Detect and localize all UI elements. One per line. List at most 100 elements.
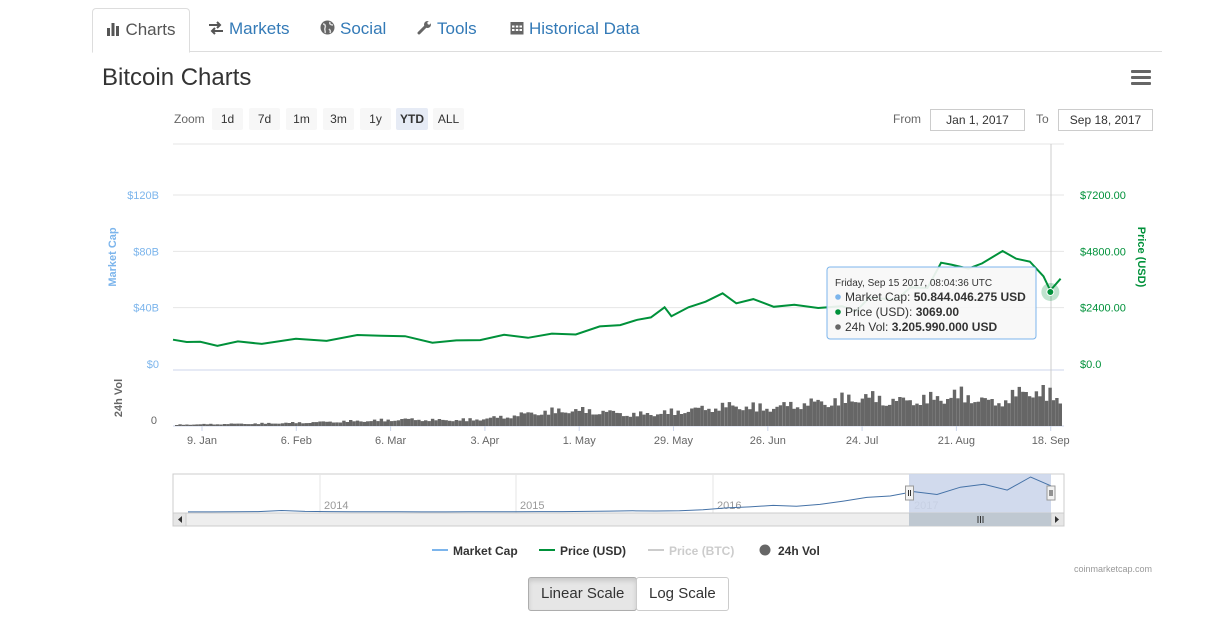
- tab-historical-data[interactable]: Historical Data: [510, 8, 640, 50]
- volume-bar: [642, 414, 646, 426]
- from-date-input[interactable]: [930, 109, 1025, 131]
- volume-bar: [649, 415, 653, 426]
- volume-bar: [1041, 385, 1045, 426]
- volume-bar: [512, 415, 517, 426]
- tooltip-market-cap-value: 50.844.046.275 USD: [914, 290, 1026, 304]
- zoom-1m-button[interactable]: 1m: [286, 108, 317, 130]
- volume-bar: [587, 409, 592, 426]
- volume-bar: [550, 407, 554, 426]
- volume-bar: [830, 405, 834, 426]
- volume-bar: [263, 423, 268, 426]
- volume-bar: [291, 422, 295, 426]
- chart-tooltip: Friday, Sep 15 2017, 08:04:36 UTC Market…: [826, 266, 1037, 340]
- zoom-3m-button[interactable]: 3m: [323, 108, 354, 130]
- x-tick-label-8: 21. Aug: [938, 435, 975, 447]
- chart-credit-link[interactable]: coinmarketcap.com: [1074, 564, 1153, 574]
- legend-volume-symbol: [759, 544, 771, 556]
- volume-bar: [505, 417, 510, 426]
- volume-bar: [679, 414, 684, 426]
- tooltip-bullet-volume: [835, 324, 841, 330]
- hamburger-menu-icon[interactable]: [1131, 70, 1151, 86]
- tab-tools-label: Tools: [437, 19, 477, 38]
- volume-bar: [621, 416, 626, 426]
- volume-bar: [314, 422, 319, 426]
- volume-bar: [335, 422, 339, 426]
- right-axis-tick-3: $7200.00: [1080, 190, 1126, 202]
- volume-bar: [236, 423, 240, 426]
- zoom-7d-button[interactable]: 7d: [249, 108, 280, 130]
- volume-bar: [645, 413, 650, 426]
- volume-bar: [557, 408, 561, 426]
- right-axis-tick-1: $2400.00: [1080, 303, 1126, 315]
- zoom-all-button[interactable]: ALL: [433, 108, 464, 130]
- volume-bar: [441, 419, 445, 426]
- volume-bar: [942, 403, 946, 426]
- volume-bar: [369, 421, 373, 426]
- log-scale-button[interactable]: Log Scale: [636, 577, 729, 611]
- volume-bar: [850, 401, 854, 426]
- volume-bar: [475, 419, 479, 426]
- tab-charts[interactable]: Charts: [92, 8, 190, 53]
- to-date-input[interactable]: [1058, 109, 1153, 131]
- zoom-1y-button[interactable]: 1y: [360, 108, 391, 130]
- volume-bar: [608, 410, 612, 426]
- hover-marker-halo: [1041, 282, 1060, 301]
- volume-bar: [393, 420, 397, 426]
- wrench-icon: [417, 9, 432, 51]
- navigator-year-2014: 2014: [324, 500, 348, 512]
- tab-social-label: Social: [340, 19, 387, 38]
- volume-bar: [318, 421, 322, 426]
- linear-scale-button[interactable]: Linear Scale: [528, 577, 638, 611]
- navigator-year-2015: 2015: [520, 500, 544, 512]
- volume-bar: [1007, 403, 1011, 426]
- volume-bar: [543, 410, 547, 426]
- volume-bar: [703, 410, 708, 426]
- volume-bar: [809, 398, 813, 426]
- volume-bar: [1055, 398, 1059, 426]
- volume-bar: [727, 402, 732, 426]
- volume-bar: [424, 420, 428, 426]
- volume-bar: [795, 407, 800, 426]
- x-tick-label-3: 3. Apr: [471, 435, 500, 447]
- tab-markets[interactable]: Markets: [208, 8, 289, 50]
- volume-bar: [799, 409, 803, 426]
- volume-bar: [860, 398, 865, 426]
- tooltip-bullet-market-cap: [835, 294, 841, 300]
- volume-bar: [683, 413, 687, 426]
- volume-bar: [1010, 389, 1015, 426]
- right-axis-tick-0: $0.0: [1080, 359, 1101, 371]
- volume-bar: [437, 419, 442, 426]
- volume-bar: [304, 423, 308, 426]
- volume-bar: [331, 422, 336, 426]
- navigator-year-2017: 2017: [914, 500, 938, 512]
- volume-bar: [325, 421, 329, 426]
- tab-social[interactable]: Social: [320, 8, 386, 50]
- volume-bar: [864, 394, 868, 426]
- volume-bar: [488, 417, 493, 426]
- volume-bar: [1024, 392, 1028, 426]
- x-tick-label-1: 6. Feb: [281, 435, 312, 447]
- tooltip-price-value: 3069.00: [916, 305, 960, 319]
- zoom-1d-button[interactable]: 1d: [212, 108, 243, 130]
- volume-bar: [413, 420, 418, 426]
- volume-bar: [355, 420, 360, 426]
- volume-bar: [840, 392, 844, 426]
- volume-bar: [857, 402, 861, 426]
- volume-bar: [192, 424, 196, 426]
- volume-bar: [775, 406, 779, 426]
- volume-bar: [195, 424, 199, 426]
- volume-bar: [659, 413, 663, 426]
- volume-bar: [273, 423, 278, 426]
- volume-bar: [492, 416, 496, 426]
- volume-bar: [867, 397, 871, 426]
- left-axis-tick-3: $120B: [127, 190, 159, 202]
- volume-bar: [918, 405, 923, 426]
- legend-price-btc: Price (BTC): [669, 544, 734, 558]
- zoom-ytd-button[interactable]: YTD: [396, 108, 428, 130]
- volume-bar: [956, 398, 960, 426]
- volume-bar: [287, 423, 291, 426]
- volume-bar: [379, 418, 384, 426]
- tab-tools[interactable]: Tools: [417, 8, 477, 50]
- volume-bar: [697, 407, 701, 426]
- volume-bar: [632, 412, 636, 426]
